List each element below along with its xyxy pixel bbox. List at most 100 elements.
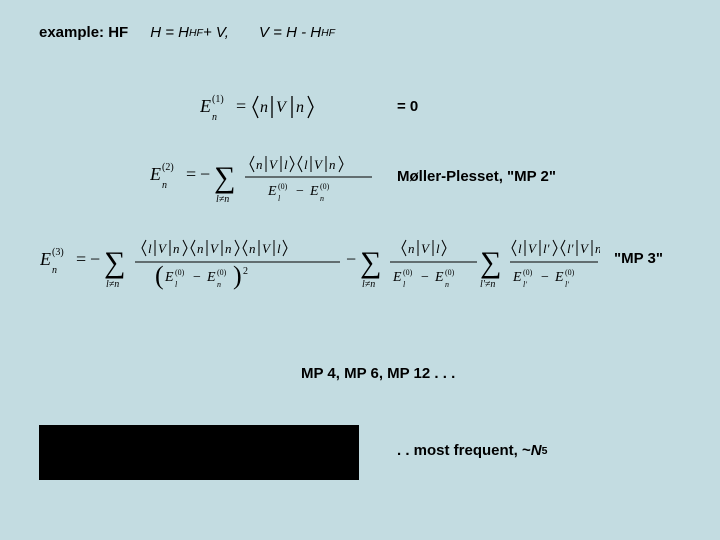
- svg-text:(3): (3): [52, 247, 64, 258]
- svg-text:l: l: [278, 194, 281, 203]
- svg-text:E: E: [206, 270, 216, 285]
- svg-text:l': l': [567, 241, 574, 256]
- freq-text: . . most frequent, ~: [397, 442, 531, 459]
- svg-text:−: −: [541, 270, 549, 285]
- svg-text:n: n: [162, 180, 167, 191]
- svg-text:l: l: [304, 157, 308, 172]
- svg-text:(0): (0): [445, 268, 455, 277]
- svg-text:l'≠n: l'≠n: [480, 279, 495, 290]
- svg-text:(: (: [155, 261, 164, 290]
- svg-text:l: l: [436, 241, 440, 256]
- svg-text:n: n: [197, 241, 204, 256]
- svg-text:E: E: [392, 270, 402, 285]
- svg-text:n: n: [260, 99, 268, 116]
- svg-text:E: E: [40, 249, 51, 269]
- svg-text:n: n: [329, 157, 336, 172]
- e2-label: Møller-Plesset, "MP 2": [397, 168, 556, 185]
- svg-text:n: n: [320, 194, 324, 203]
- svg-text:n: n: [256, 157, 263, 172]
- svg-text:E: E: [309, 184, 319, 199]
- eq-e3-row: E (3) n = − ∑ l≠n l V n n V n n V: [40, 230, 600, 295]
- svg-text:l≠n: l≠n: [362, 279, 375, 290]
- svg-text:(0): (0): [320, 182, 330, 191]
- svg-text:∑: ∑: [480, 246, 501, 279]
- svg-text:n: n: [595, 241, 600, 256]
- svg-text:l': l': [523, 280, 527, 289]
- e2-label-text: Møller-Plesset, "MP 2": [397, 168, 556, 185]
- eq1-part2: + V,: [203, 24, 229, 41]
- svg-text:l: l: [518, 241, 522, 256]
- svg-text:l: l: [403, 280, 406, 289]
- eq1-part1: H = H: [150, 24, 189, 41]
- svg-text:V: V: [580, 241, 590, 256]
- svg-text:l: l: [175, 280, 178, 289]
- svg-text:−: −: [346, 249, 356, 269]
- svg-text:n: n: [52, 265, 57, 276]
- svg-text:=: =: [186, 164, 196, 184]
- svg-text:l≠n: l≠n: [106, 279, 119, 290]
- mp-list-text: MP 4, MP 6, MP 12 . . .: [301, 365, 455, 382]
- svg-text:l: l: [148, 241, 152, 256]
- svg-text:l': l': [543, 241, 550, 256]
- eq-e1-row: E (1) n = n V n: [200, 90, 355, 124]
- svg-text:E: E: [164, 270, 174, 285]
- svg-text:n: n: [408, 241, 415, 256]
- freq-exp: 5: [542, 445, 548, 457]
- svg-text:l≠n: l≠n: [216, 194, 229, 205]
- svg-text:n: n: [296, 99, 304, 116]
- svg-text:l: l: [277, 241, 281, 256]
- e1-result: = 0: [397, 98, 418, 115]
- svg-text:(1): (1): [212, 94, 224, 105]
- svg-text:l': l': [565, 280, 569, 289]
- eq2-part1: V = H - H: [259, 24, 321, 41]
- eq-e2-row: E (2) n = − ∑ l≠n n V l l V n E: [150, 150, 380, 205]
- svg-text:V: V: [276, 99, 288, 116]
- mp-list: MP 4, MP 6, MP 12 . . .: [301, 365, 455, 382]
- svg-text:n: n: [217, 280, 221, 289]
- svg-text:V: V: [269, 157, 279, 172]
- eq-e2-svg: E (2) n = − ∑ l≠n n V l l V n E: [150, 150, 380, 205]
- svg-text:−: −: [421, 270, 429, 285]
- e3-label-text: "MP 3": [614, 250, 663, 267]
- e3-label: "MP 3": [614, 250, 663, 267]
- svg-text:=: =: [76, 249, 86, 269]
- svg-text:n: n: [249, 241, 256, 256]
- svg-text:=: =: [236, 96, 246, 116]
- svg-text:V: V: [314, 157, 324, 172]
- svg-text:2: 2: [243, 266, 248, 277]
- svg-text:n: n: [212, 112, 217, 123]
- svg-text:n: n: [225, 241, 232, 256]
- svg-text:−: −: [90, 249, 100, 269]
- freq-var: N: [531, 442, 542, 459]
- svg-text:(0): (0): [403, 268, 413, 277]
- svg-text:(0): (0): [217, 268, 227, 277]
- example-label: example: HF: [39, 24, 128, 41]
- svg-text:(2): (2): [162, 162, 174, 173]
- eq-e1-svg: E (1) n = n V n: [200, 90, 355, 124]
- svg-text:V: V: [421, 241, 431, 256]
- e1-result-text: = 0: [397, 98, 418, 115]
- svg-text:V: V: [158, 241, 168, 256]
- svg-text:n: n: [173, 241, 180, 256]
- svg-text:E: E: [150, 164, 161, 184]
- svg-text:E: E: [434, 270, 444, 285]
- eq2-sub: HF: [321, 27, 335, 39]
- svg-text:): ): [233, 261, 242, 290]
- svg-text:−: −: [296, 184, 304, 199]
- svg-text:n: n: [445, 280, 449, 289]
- svg-text:−: −: [193, 270, 201, 285]
- svg-text:(0): (0): [565, 268, 575, 277]
- svg-text:E: E: [554, 270, 564, 285]
- svg-text:V: V: [210, 241, 220, 256]
- svg-text:(0): (0): [175, 268, 185, 277]
- freq-row: . . most frequent, ~ N 5: [397, 442, 547, 459]
- svg-text:E: E: [512, 270, 522, 285]
- svg-text:E: E: [267, 184, 277, 199]
- svg-text:(0): (0): [278, 182, 288, 191]
- svg-text:∑: ∑: [104, 246, 125, 279]
- svg-text:E: E: [200, 96, 211, 116]
- black-box: [39, 425, 359, 480]
- svg-text:∑: ∑: [214, 161, 235, 194]
- header-row: example: HF H = H HF + V, V = H - H HF: [39, 24, 335, 41]
- svg-text:V: V: [262, 241, 272, 256]
